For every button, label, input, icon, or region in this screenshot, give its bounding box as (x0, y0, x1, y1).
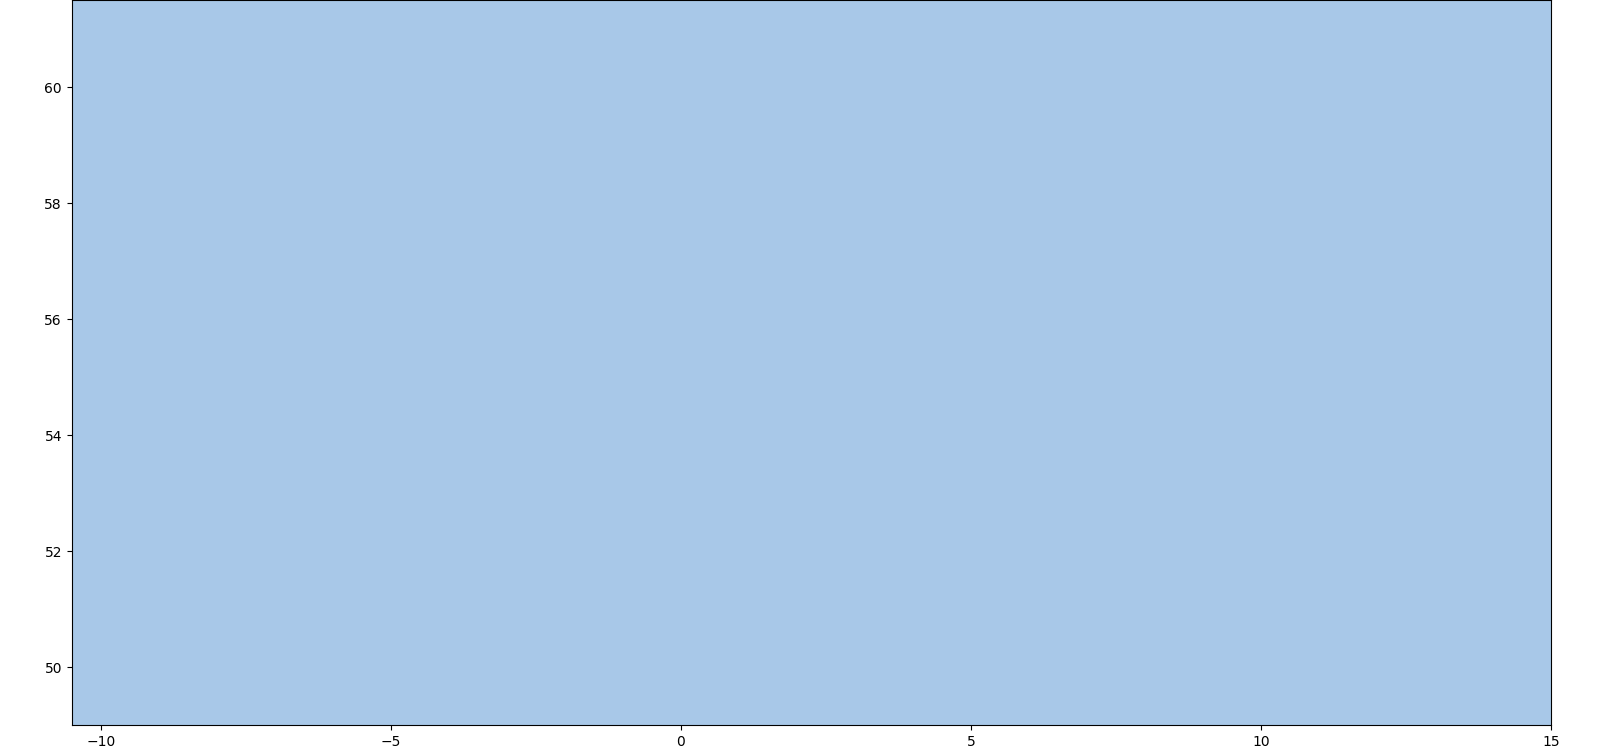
Bar (71, 0, 1552, 725)
